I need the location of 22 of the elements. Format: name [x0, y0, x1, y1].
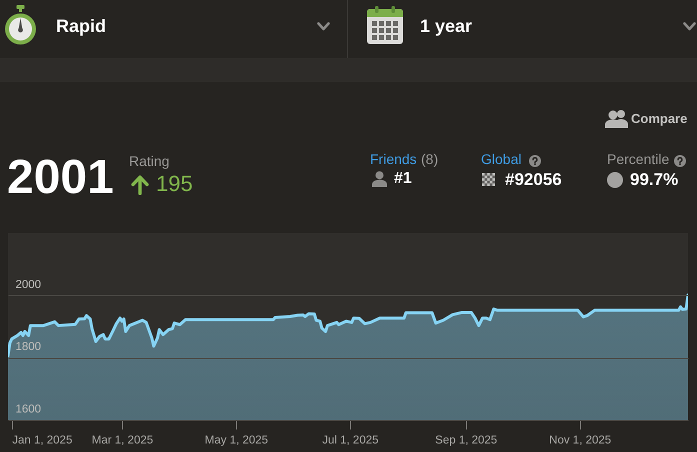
text: 1 year	[420, 16, 472, 36]
text: Global	[481, 151, 522, 168]
y-tick-label: 1600	[16, 404, 42, 416]
x-tick-label: Sep 1, 2025	[435, 434, 498, 446]
text: 2001	[7, 150, 114, 204]
text: Compare	[631, 111, 688, 126]
text: 99.7%	[630, 170, 678, 189]
x-tick-label: Mar 1, 2025	[92, 434, 154, 446]
x-tick-label: Jan 1, 2025	[12, 434, 72, 446]
text: Percentile	[607, 151, 670, 168]
text: 195	[156, 170, 193, 196]
y-tick-label: 1800	[16, 341, 42, 354]
x-tick-label: Jul 1, 2025	[322, 434, 378, 446]
text: Rapid	[56, 16, 106, 36]
text: Rating	[129, 152, 170, 169]
y-tick-label: 2000	[16, 278, 42, 291]
text: #92056	[505, 170, 562, 189]
text: #1	[394, 170, 412, 188]
text: Friends	[370, 151, 417, 168]
x-tick-label: May 1, 2025	[204, 434, 268, 446]
text: (8)	[421, 151, 438, 168]
x-tick-label: Nov 1, 2025	[549, 434, 612, 446]
